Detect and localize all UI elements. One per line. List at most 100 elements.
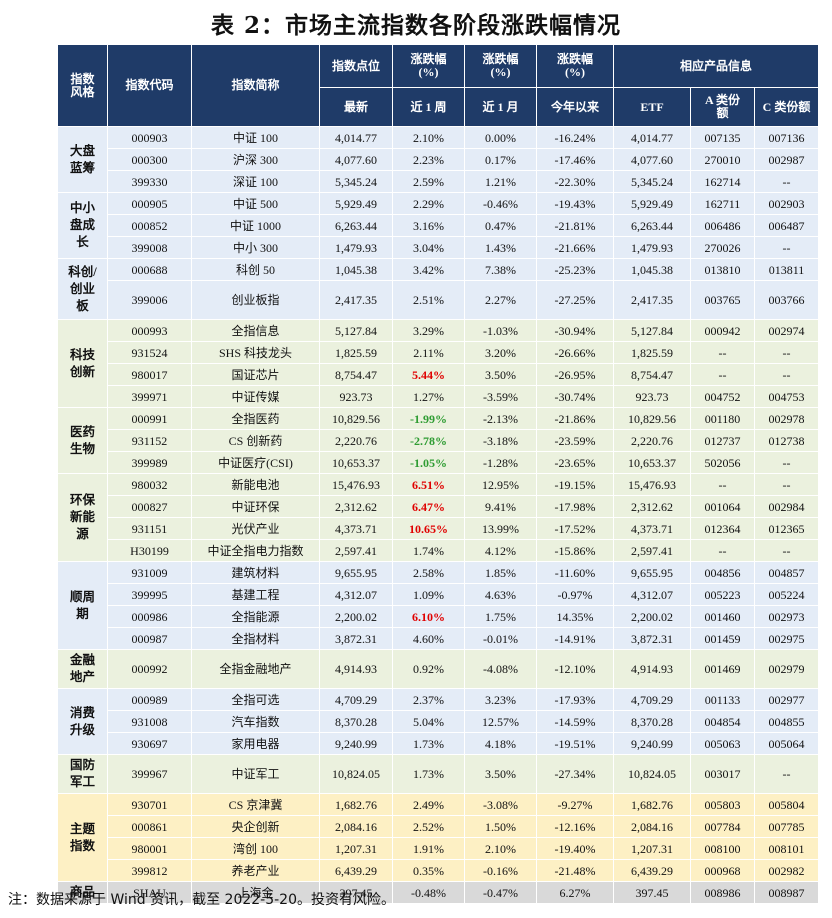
week-cell: 0.92%	[392, 649, 465, 689]
month-cell: 12.57%	[464, 710, 537, 733]
week-cell: 5.44%	[392, 363, 465, 386]
a-share-cell: 000968	[690, 859, 755, 882]
a-share-cell: 008100	[690, 837, 755, 860]
latest-cell: 1,045.38	[319, 258, 393, 281]
table-row: 医药生物 000991 全指医药 10,829.56 -1.99% -2.13% -21.8…	[57, 407, 820, 474]
name-cell: 光伏产业	[191, 517, 320, 540]
header-product: 相应产品信息	[612, 44, 820, 88]
c-share-cell: --	[753, 236, 820, 259]
code-cell: H30199	[107, 539, 192, 562]
table-row: 399006 创业板指 2,417.35 2.51% 2.27% -27.25% 2,417…	[58, 280, 820, 320]
table-title: 表 2：市场主流指数各阶段涨跌幅情况	[210, 12, 621, 39]
code-cell: 980032	[107, 473, 192, 496]
name-cell: CS 京津冀	[191, 793, 320, 816]
name-cell: 中证 100	[191, 126, 320, 149]
header-style: 指数风格	[57, 44, 108, 127]
etf-cell: 2,417.35	[613, 280, 691, 320]
latest-cell: 4,077.60	[319, 148, 393, 171]
month-cell: -3.08%	[464, 793, 537, 816]
a-share-cell: 005223	[690, 583, 755, 606]
week-cell: 3.16%	[392, 214, 465, 237]
name-cell: 中证军工	[191, 754, 320, 794]
latest-cell: 6,439.29	[319, 859, 393, 882]
ytd-cell: -17.93%	[536, 688, 614, 711]
code-cell: 399995	[107, 583, 192, 606]
table-row: 000986 全指能源 2,200.02 6.10% 1.75% 14.35% 2,200.…	[58, 605, 820, 628]
month-cell: 1.43%	[464, 236, 537, 259]
code-cell: 980001	[107, 837, 192, 860]
code-cell: 000861	[107, 815, 192, 838]
latest-cell: 1,207.31	[319, 837, 393, 860]
week-cell: 0.35%	[392, 859, 465, 882]
c-share-cell: 012365	[753, 517, 820, 540]
month-cell: 13.99%	[464, 517, 537, 540]
ytd-cell: -14.59%	[536, 710, 614, 733]
month-cell: -1.03%	[464, 319, 537, 342]
a-share-cell: 004854	[690, 710, 755, 733]
week-cell: 2.10%	[392, 126, 465, 149]
table-row: 000827 中证环保 2,312.62 6.47% 9.41% -17.98% 2,312…	[58, 495, 820, 518]
etf-cell: 397.45	[613, 881, 691, 904]
week-cell: -2.78%	[392, 429, 465, 452]
ytd-cell: -16.24%	[536, 126, 614, 149]
table-row: 000861 央企创新 2,084.16 2.52% 1.50% -12.16% 2,084…	[58, 815, 820, 838]
table-header: 指数风格 指数代码 指数简称 指数点位 涨跌幅(%) 涨跌幅(%) 涨跌幅(%)…	[57, 44, 820, 127]
etf-cell: 4,914.93	[613, 649, 691, 689]
month-cell: 0.47%	[464, 214, 537, 237]
etf-cell: 923.73	[613, 385, 691, 408]
header-name: 指数简称	[191, 44, 320, 127]
name-cell: 中证 500	[191, 192, 320, 215]
ytd-cell: -30.94%	[536, 319, 614, 342]
c-share-cell: 002978	[753, 407, 820, 430]
month-cell: 3.20%	[464, 341, 537, 364]
latest-cell: 9,655.95	[319, 561, 393, 584]
c-share-cell: 007785	[753, 815, 820, 838]
table-row: 000852 中证 1000 6,263.44 3.16% 0.47% -21.81% 6,…	[58, 214, 820, 237]
week-cell: -1.05%	[392, 451, 465, 474]
header-month: 近 1 月	[464, 87, 537, 127]
latest-cell: 9,240.99	[319, 732, 393, 755]
code-cell: 000989	[107, 688, 192, 711]
name-cell: 央企创新	[191, 815, 320, 838]
c-share-cell: 008101	[753, 837, 820, 860]
code-cell: 930697	[107, 732, 192, 755]
header-chg-ytd: 涨跌幅(%)	[536, 44, 614, 88]
table-row: 国防军工 399967 中证军工 10,824.05 1.73% 3.50% -27.34%…	[57, 754, 820, 794]
etf-cell: 3,872.31	[613, 627, 691, 650]
a-share-cell: 004856	[690, 561, 755, 584]
week-cell: 2.51%	[392, 280, 465, 320]
c-share-cell: 006487	[753, 214, 820, 237]
latest-cell: 2,312.62	[319, 495, 393, 518]
a-share-cell: 007784	[690, 815, 755, 838]
category-cell: 消费升级	[57, 688, 108, 755]
a-share-cell: 000942	[690, 319, 755, 342]
etf-cell: 9,655.95	[613, 561, 691, 584]
table-row: 科技创新 000993 全指信息 5,127.84 3.29% -1.03% -30.94%…	[57, 319, 820, 408]
c-share-cell: --	[753, 473, 820, 496]
latest-cell: 5,929.49	[319, 192, 393, 215]
latest-cell: 10,824.05	[319, 754, 393, 794]
name-cell: 湾创 100	[191, 837, 320, 860]
c-share-cell: 002975	[753, 627, 820, 650]
month-cell: -0.46%	[464, 192, 537, 215]
code-cell: 399971	[107, 385, 192, 408]
header-chg-week: 涨跌幅(%)	[392, 44, 465, 88]
latest-cell: 6,263.44	[319, 214, 393, 237]
table-row: 980017 国证芯片 8,754.47 5.44% 3.50% -26.95% 8,754…	[58, 363, 820, 386]
code-cell: 000852	[107, 214, 192, 237]
c-share-cell: 008987	[753, 881, 820, 904]
table-row: 930697 家用电器 9,240.99 1.73% 4.18% -19.51% 9,240…	[58, 732, 820, 755]
table-row: 399812 养老产业 6,439.29 0.35% -0.16% -21.48% 6,43…	[58, 859, 820, 882]
header-etf: ETF	[613, 87, 691, 127]
ytd-cell: -22.30%	[536, 170, 614, 193]
etf-cell: 10,824.05	[613, 754, 691, 794]
a-share-cell: 001064	[690, 495, 755, 518]
c-share-cell: 003766	[753, 280, 820, 320]
code-cell: 000986	[107, 605, 192, 628]
ytd-cell: 6.27%	[536, 881, 614, 904]
week-cell: 5.04%	[392, 710, 465, 733]
c-share-cell: 005064	[753, 732, 820, 755]
code-cell: 931524	[107, 341, 192, 364]
header-week: 近 1 周	[392, 87, 465, 127]
latest-cell: 5,345.24	[319, 170, 393, 193]
